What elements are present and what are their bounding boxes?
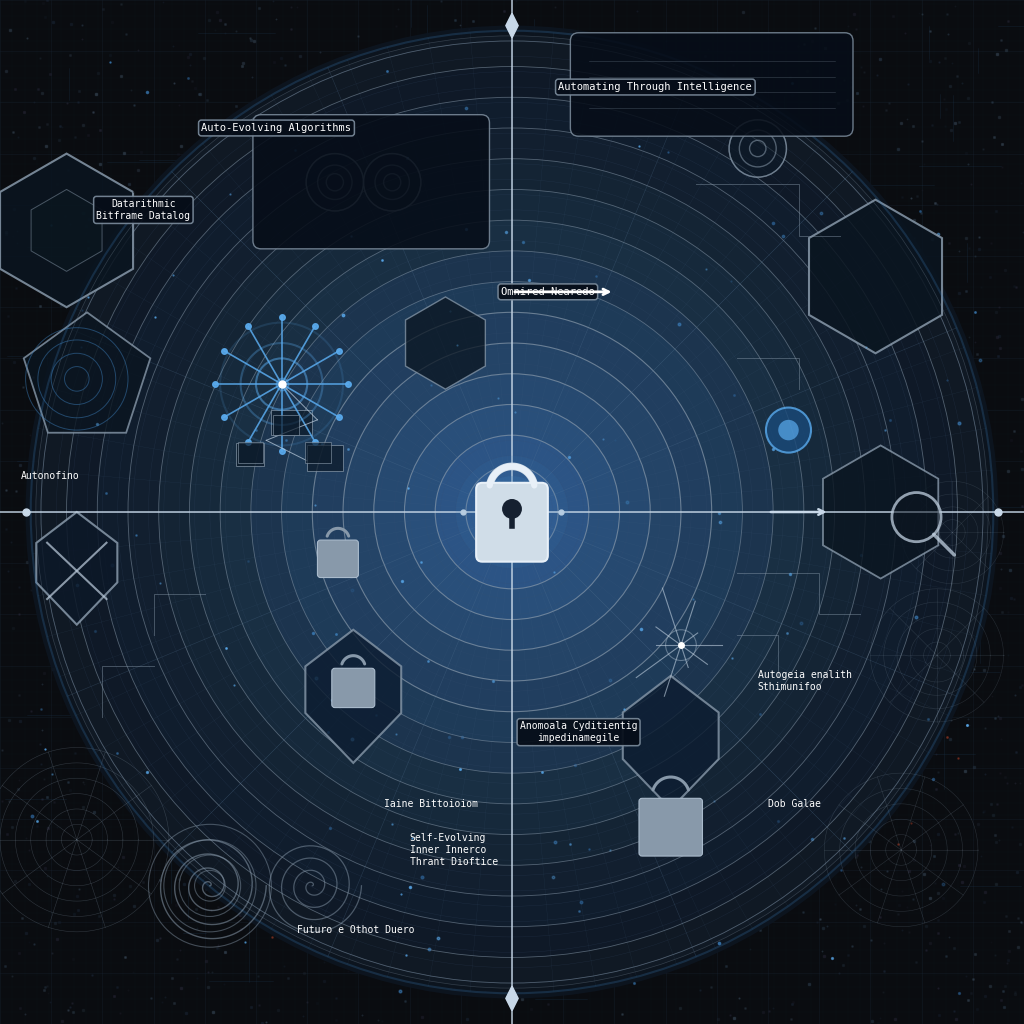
Circle shape — [26, 26, 998, 998]
Polygon shape — [623, 676, 719, 809]
Polygon shape — [809, 200, 942, 353]
Circle shape — [97, 97, 927, 927]
Polygon shape — [24, 312, 151, 433]
Polygon shape — [406, 297, 485, 389]
Circle shape — [489, 489, 535, 535]
Circle shape — [159, 159, 865, 865]
Circle shape — [500, 500, 524, 524]
FancyBboxPatch shape — [476, 483, 548, 561]
FancyBboxPatch shape — [253, 115, 489, 249]
Circle shape — [374, 374, 650, 650]
Circle shape — [489, 489, 535, 535]
FancyBboxPatch shape — [332, 669, 375, 708]
Polygon shape — [506, 13, 518, 38]
FancyBboxPatch shape — [238, 442, 263, 463]
Circle shape — [778, 420, 799, 440]
Circle shape — [892, 493, 941, 542]
Circle shape — [503, 500, 521, 518]
Text: Autogeia enalith
Sthimunifoo: Autogeia enalith Sthimunifoo — [758, 670, 852, 692]
Circle shape — [456, 456, 568, 568]
FancyBboxPatch shape — [307, 445, 343, 471]
Text: Autonofino: Autonofino — [20, 471, 79, 481]
FancyBboxPatch shape — [305, 442, 331, 463]
Text: Automating Through Intelligence: Automating Through Intelligence — [558, 82, 753, 92]
Circle shape — [343, 343, 681, 681]
Circle shape — [364, 154, 421, 211]
Circle shape — [220, 220, 804, 804]
Circle shape — [766, 408, 811, 453]
Text: Iaine Bittoioiom: Iaine Bittoioiom — [384, 799, 478, 809]
Text: Dob Galae: Dob Galae — [768, 799, 821, 809]
Circle shape — [435, 435, 589, 589]
Circle shape — [729, 120, 786, 177]
Text: Datarithmic
Bitframe Datalog: Datarithmic Bitframe Datalog — [96, 199, 190, 221]
Text: Anomoala Cyditientig
impedinamegile: Anomoala Cyditientig impedinamegile — [520, 721, 637, 743]
Circle shape — [67, 67, 957, 957]
Circle shape — [189, 189, 835, 835]
Text: Auto-Evolving Algorithms: Auto-Evolving Algorithms — [202, 123, 351, 133]
Circle shape — [36, 36, 988, 988]
Circle shape — [466, 466, 558, 558]
Text: Omnired Nearedo: Omnired Nearedo — [501, 287, 595, 297]
Polygon shape — [506, 986, 518, 1011]
Text: Self-Evolving
Inner Innerco
Thrant Dioftice: Self-Evolving Inner Innerco Thrant Dioft… — [410, 834, 498, 866]
Text: Futuro e Othot Duero: Futuro e Othot Duero — [297, 925, 415, 935]
Circle shape — [251, 251, 773, 773]
Circle shape — [306, 154, 364, 211]
FancyBboxPatch shape — [639, 799, 702, 856]
Polygon shape — [36, 512, 118, 625]
FancyBboxPatch shape — [273, 415, 299, 435]
FancyBboxPatch shape — [236, 443, 264, 466]
Polygon shape — [305, 630, 401, 763]
Circle shape — [128, 128, 896, 896]
Circle shape — [312, 312, 712, 712]
Circle shape — [282, 282, 742, 742]
Polygon shape — [31, 189, 102, 271]
FancyBboxPatch shape — [271, 410, 312, 435]
Circle shape — [476, 476, 548, 548]
Polygon shape — [0, 154, 133, 307]
FancyBboxPatch shape — [570, 33, 853, 136]
Polygon shape — [823, 445, 938, 579]
Circle shape — [404, 404, 620, 620]
FancyBboxPatch shape — [317, 540, 358, 578]
